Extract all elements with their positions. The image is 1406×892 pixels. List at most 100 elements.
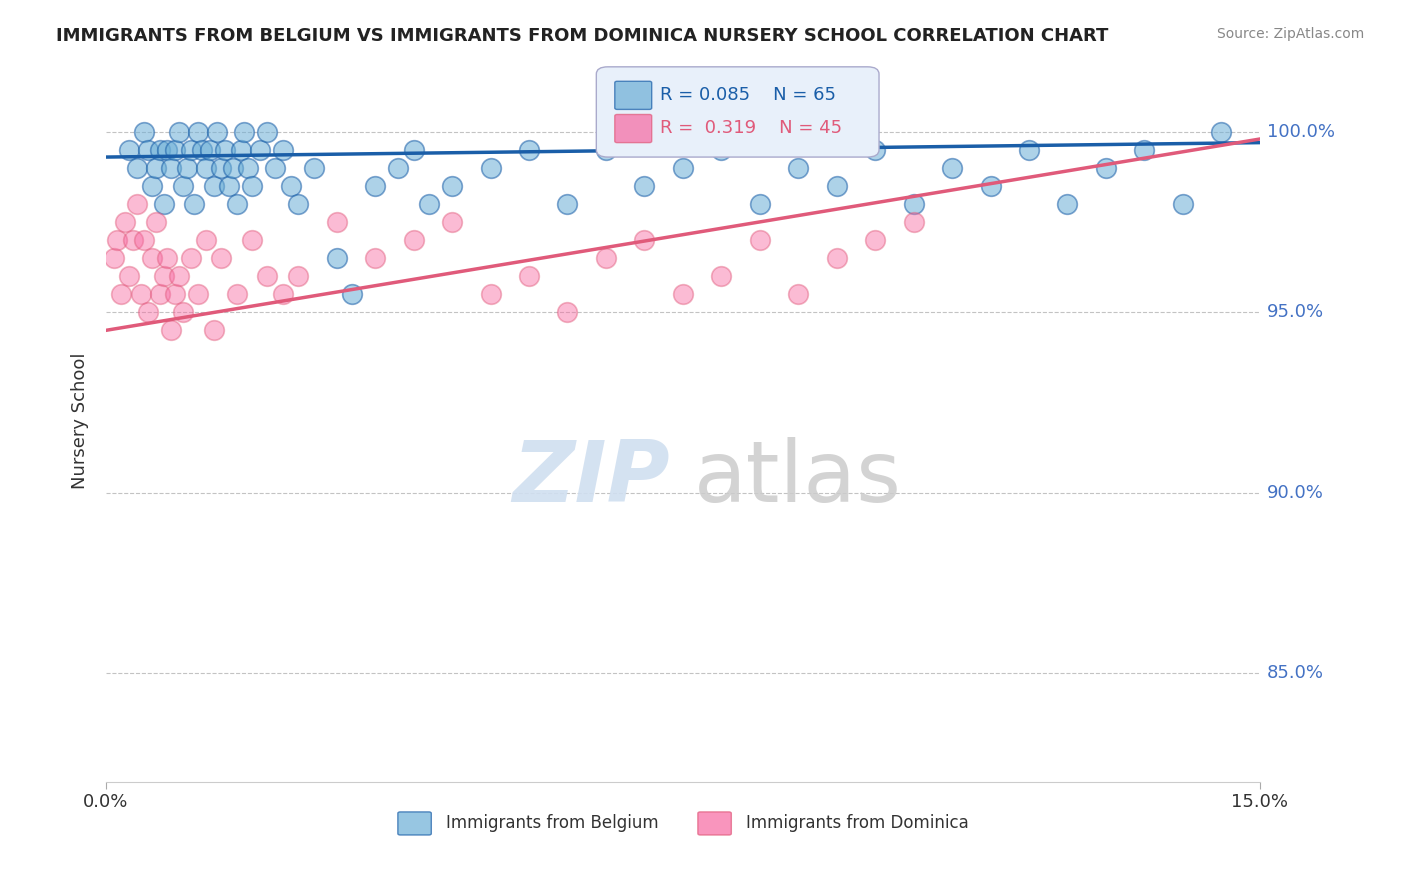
Point xyxy=(114,215,136,229)
Point xyxy=(271,287,294,301)
Point xyxy=(1018,143,1040,157)
Point xyxy=(152,269,174,284)
Point xyxy=(180,143,202,157)
Point xyxy=(107,233,129,247)
Point xyxy=(748,233,770,247)
Point xyxy=(198,143,221,157)
Point xyxy=(225,197,247,211)
Point xyxy=(149,143,172,157)
Point xyxy=(672,287,695,301)
Point xyxy=(207,125,229,139)
FancyBboxPatch shape xyxy=(697,812,731,835)
Point xyxy=(209,161,232,175)
Point xyxy=(118,143,141,157)
Point xyxy=(256,269,278,284)
Point xyxy=(125,197,148,211)
Point xyxy=(202,178,225,193)
Point xyxy=(202,323,225,337)
Point xyxy=(240,178,263,193)
Point xyxy=(325,215,347,229)
Point xyxy=(595,143,617,157)
Point xyxy=(145,215,167,229)
Point xyxy=(149,287,172,301)
Point xyxy=(418,197,440,211)
FancyBboxPatch shape xyxy=(614,114,652,143)
Point xyxy=(1171,197,1194,211)
Point xyxy=(191,143,214,157)
Point xyxy=(187,287,209,301)
Point xyxy=(787,161,810,175)
Point xyxy=(1211,125,1233,139)
Point xyxy=(402,233,425,247)
Point xyxy=(325,251,347,265)
Point xyxy=(633,233,655,247)
Point xyxy=(340,287,363,301)
Point xyxy=(214,143,236,157)
Point xyxy=(441,215,464,229)
Point xyxy=(118,269,141,284)
Point xyxy=(194,233,217,247)
Point xyxy=(160,161,183,175)
Y-axis label: Nursery School: Nursery School xyxy=(72,352,89,489)
Point xyxy=(136,305,159,319)
Point xyxy=(134,125,156,139)
Point xyxy=(710,269,733,284)
Text: IMMIGRANTS FROM BELGIUM VS IMMIGRANTS FROM DOMINICA NURSERY SCHOOL CORRELATION C: IMMIGRANTS FROM BELGIUM VS IMMIGRANTS FR… xyxy=(56,27,1108,45)
FancyBboxPatch shape xyxy=(614,81,652,110)
Text: 100.0%: 100.0% xyxy=(1267,123,1334,141)
Text: 90.0%: 90.0% xyxy=(1267,483,1323,502)
Point xyxy=(1056,197,1078,211)
Text: Source: ZipAtlas.com: Source: ZipAtlas.com xyxy=(1216,27,1364,41)
Text: atlas: atlas xyxy=(695,437,903,520)
Point xyxy=(187,125,209,139)
Point xyxy=(141,178,163,193)
Point xyxy=(222,161,245,175)
Text: R = 0.085    N = 65: R = 0.085 N = 65 xyxy=(659,86,835,104)
Point xyxy=(264,161,287,175)
Point xyxy=(825,251,848,265)
Text: ZIP: ZIP xyxy=(512,437,669,520)
Point xyxy=(183,197,205,211)
Point xyxy=(595,251,617,265)
Point xyxy=(233,125,256,139)
Point xyxy=(134,233,156,247)
FancyBboxPatch shape xyxy=(398,812,432,835)
Point xyxy=(863,233,886,247)
Text: R =  0.319    N = 45: R = 0.319 N = 45 xyxy=(659,120,842,137)
Point xyxy=(218,178,240,193)
Point xyxy=(141,251,163,265)
Point xyxy=(672,161,695,175)
Point xyxy=(225,287,247,301)
Point xyxy=(364,178,387,193)
Text: 95.0%: 95.0% xyxy=(1267,303,1324,321)
Point xyxy=(302,161,325,175)
Point xyxy=(172,305,194,319)
Point xyxy=(287,197,309,211)
Point xyxy=(172,178,194,193)
Point xyxy=(517,143,540,157)
Point xyxy=(165,143,187,157)
Point xyxy=(748,197,770,211)
Point xyxy=(156,143,179,157)
Point xyxy=(136,143,159,157)
Point xyxy=(240,233,263,247)
Point xyxy=(557,197,579,211)
Point xyxy=(387,161,409,175)
Point xyxy=(180,251,202,265)
Text: 85.0%: 85.0% xyxy=(1267,665,1324,682)
Text: Immigrants from Dominica: Immigrants from Dominica xyxy=(747,814,969,832)
Point xyxy=(121,233,143,247)
Point xyxy=(156,251,179,265)
Point xyxy=(903,215,925,229)
Point xyxy=(557,305,579,319)
Point xyxy=(194,161,217,175)
Point xyxy=(125,161,148,175)
Point xyxy=(103,251,125,265)
Point xyxy=(176,161,198,175)
Point xyxy=(364,251,387,265)
Point xyxy=(249,143,271,157)
Point xyxy=(287,269,309,284)
Text: Immigrants from Belgium: Immigrants from Belgium xyxy=(446,814,659,832)
Point xyxy=(160,323,183,337)
Point xyxy=(441,178,464,193)
